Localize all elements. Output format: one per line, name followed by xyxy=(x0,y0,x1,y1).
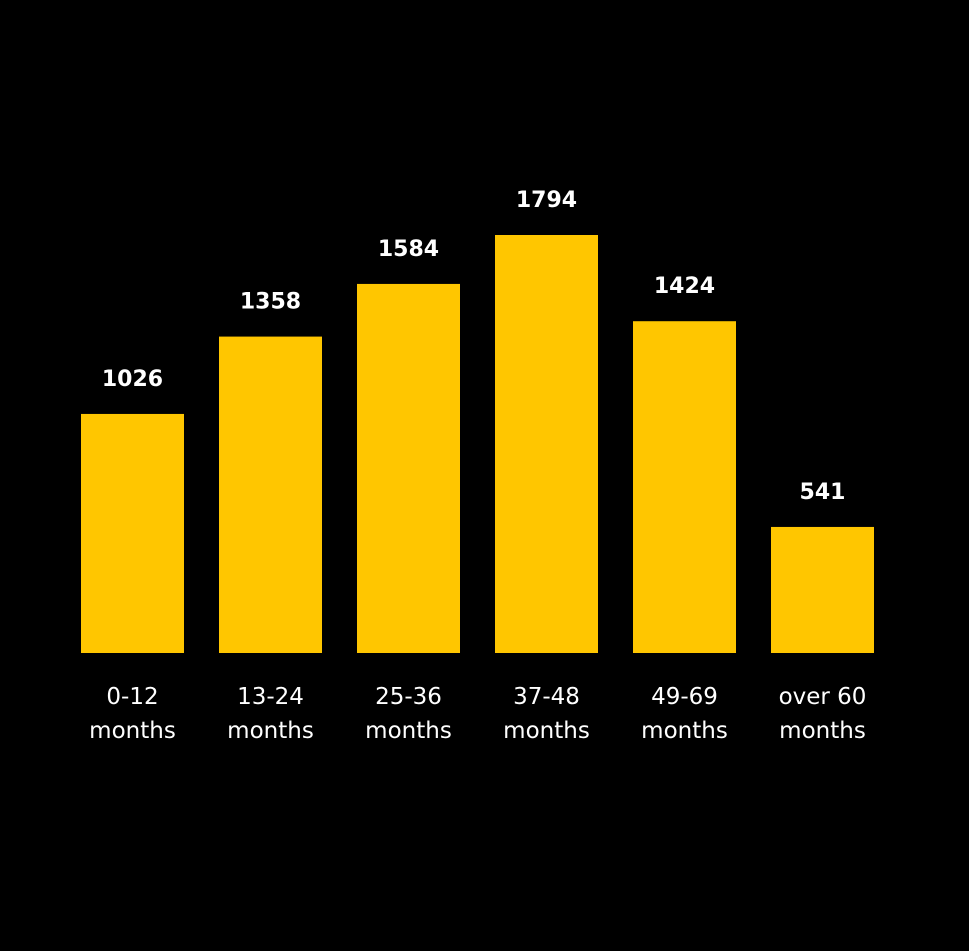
bar-4 xyxy=(633,321,736,653)
category-label-3-line-0: 37-48 xyxy=(513,684,580,710)
category-labels-layer: 0-12 months 13-24 months 25-36 months 37-48 mon… xyxy=(89,684,866,744)
category-label-0-line-1: months xyxy=(89,718,176,744)
category-label-0-line-0: 0-12 xyxy=(106,684,158,710)
category-label-1-line-0: 13-24 xyxy=(237,684,304,710)
bar-5 xyxy=(771,527,874,653)
category-label-1-line-1: months xyxy=(227,718,314,744)
value-label-3: 1794 xyxy=(516,188,577,213)
bar-1 xyxy=(219,337,322,653)
category-label-5-line-1: months xyxy=(779,718,866,744)
value-label-1: 1358 xyxy=(240,290,301,315)
value-label-5: 541 xyxy=(800,480,846,505)
bar-3 xyxy=(495,235,598,653)
bars-layer xyxy=(81,235,874,653)
category-label-3-line-1: months xyxy=(503,718,590,744)
value-label-4: 1424 xyxy=(654,274,715,299)
category-label-4-line-0: 49-69 xyxy=(651,684,718,710)
category-label-5-line-0: over 60 xyxy=(779,684,867,710)
value-label-0: 1026 xyxy=(102,367,163,392)
category-label-2-line-0: 25-36 xyxy=(375,684,442,710)
bar-2 xyxy=(357,284,460,653)
category-label-4-line-1: months xyxy=(641,718,728,744)
bar-0 xyxy=(81,414,184,653)
category-label-2-line-1: months xyxy=(365,718,452,744)
value-label-2: 1584 xyxy=(378,237,439,262)
